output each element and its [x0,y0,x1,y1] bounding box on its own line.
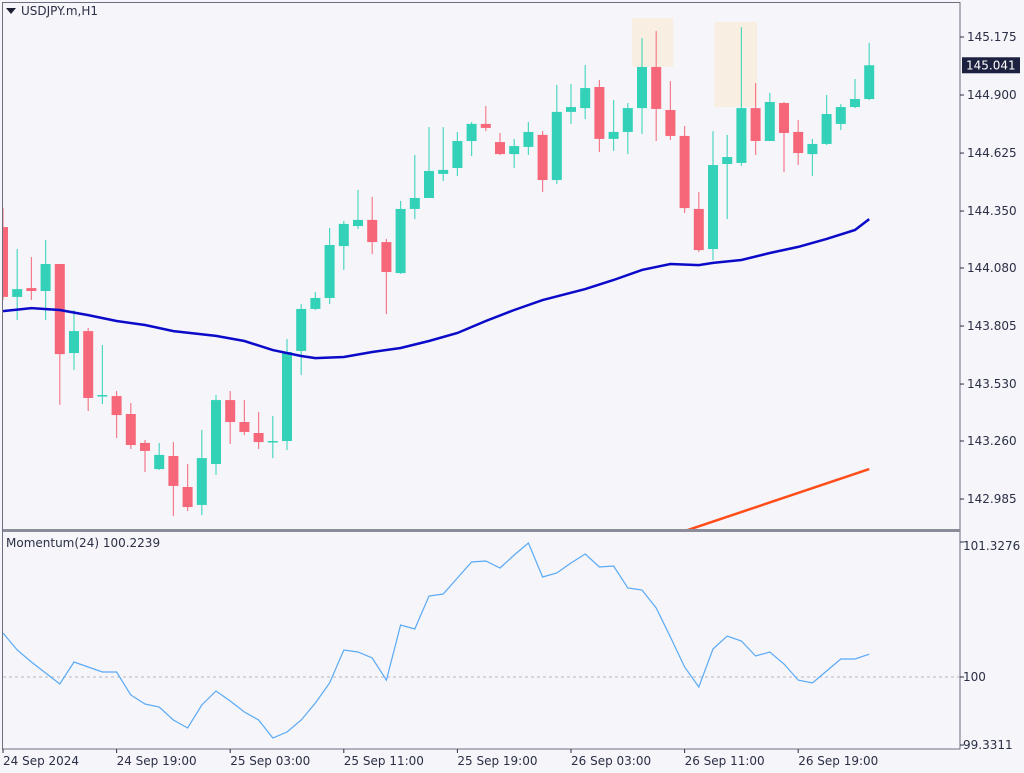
candle-bear [83,331,94,398]
price-tick-label: 144.625 [967,146,1017,160]
panel-separator [3,529,960,532]
candle-bear [3,227,8,297]
time-tick-label: 25 Sep 03:00 [230,754,310,768]
candle-bear [225,400,236,423]
candle-bear [750,108,761,142]
candle-bull [523,131,534,147]
candle-bull [835,107,846,124]
ma-blue-line [3,218,870,360]
time-tick-label: 24 Sep 2024 [3,754,79,768]
candle-bear [495,142,505,155]
dropdown-triangle-icon[interactable] [6,8,16,14]
candle-bull [551,111,562,181]
candle-bear [651,66,662,109]
candle-bull [324,245,335,298]
candle-bear [665,109,676,136]
candle-bear [594,87,605,139]
momentum-tick-label: 100 [963,670,986,684]
candle-bear [480,123,491,128]
candle-bull [566,107,576,112]
price-tick-label: 143.805 [967,319,1017,333]
price-tick-label: 143.260 [967,434,1017,448]
candle-bear [140,442,150,451]
candle-bull [310,297,321,309]
candle-bull [97,395,108,397]
chart-title[interactable]: USDJPY.m,H1 [6,4,98,18]
candle-bear [239,422,250,432]
price-tick-label: 143.530 [967,377,1017,391]
time-tick-label: 25 Sep 19:00 [457,754,537,768]
candle-bull [424,170,434,198]
candle-bear [793,131,804,154]
candle-bull [580,88,591,109]
candle-bull [409,197,420,209]
candle-bear [125,414,136,446]
candle-bull [438,169,449,174]
candle-bull [196,458,207,505]
price-tick-label: 144.350 [967,204,1017,218]
candle-bull [12,289,23,297]
highlight-box [632,18,674,67]
candle-bull [466,123,477,142]
candle-bull [764,101,775,142]
momentum-tick-label: 99.3311 [963,738,1013,752]
candle-bear [26,288,37,292]
current-price-label: 145.041 [966,58,1016,72]
current-price-tag [962,57,1020,74]
candle-bull [608,131,619,139]
candle-bull [736,108,747,163]
price-tick-label: 142.985 [967,492,1017,506]
candle-bull [154,454,165,470]
candle-bull [338,223,349,247]
candle-bull [722,157,733,165]
candle-bear [381,242,392,273]
ma-orange-line [686,467,870,529]
candle-bull [69,331,79,354]
symbol-label: USDJPY.m,H1 [21,4,99,18]
candle-bull [395,208,406,274]
candle-bear [253,432,264,443]
candle-bear [693,208,704,251]
momentum-tick-label: 101.3276 [963,539,1020,553]
momentum-panel [2,542,960,739]
time-tick-label: 26 Sep 19:00 [798,754,878,768]
candle-bull [353,219,363,227]
highlight-box [714,22,758,108]
candle-bull [821,114,832,144]
candle-bull [40,264,51,292]
candle-bull [708,165,718,250]
moving-averages [3,218,870,529]
candle-bull [807,143,818,155]
candle-bear [679,135,690,209]
candle-bull [864,65,875,100]
time-tick-label: 25 Sep 11:00 [344,754,424,768]
momentum-title: Momentum(24) 100.2239 [6,536,161,550]
candle-bear [779,103,789,133]
candle-bull [637,66,647,109]
time-tick-label: 26 Sep 03:00 [571,754,651,768]
candle-bear [168,455,179,486]
price-tick-label: 145.175 [967,30,1017,44]
candle-bear [537,134,548,181]
highlight-boxes [632,18,758,108]
time-tick-label: 26 Sep 11:00 [685,754,765,768]
candle-bull [622,108,633,132]
candle-bull [850,99,860,108]
candle-bear [111,396,122,416]
chart-frame [2,2,961,750]
time-tick-label: 24 Sep 19:00 [117,754,197,768]
candle-bear [182,487,193,508]
price-tick-label: 144.080 [967,261,1017,275]
momentum-line [2,542,870,739]
candle-bear [367,219,378,243]
candle-bull [509,146,520,155]
price-tick-label: 144.900 [967,88,1017,102]
candle-bull [296,308,307,351]
candle-bull [452,141,463,169]
candle-bull [267,441,278,443]
candle-bull [211,400,221,465]
candle-bull [282,351,292,442]
